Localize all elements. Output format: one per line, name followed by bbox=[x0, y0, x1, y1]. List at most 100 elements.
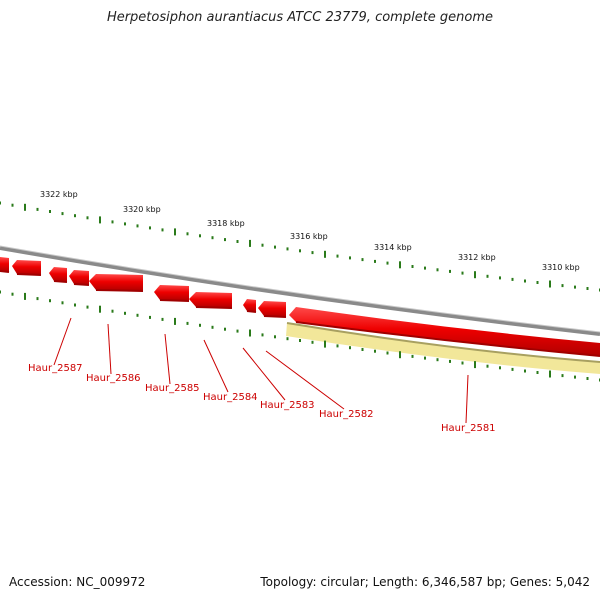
scale-tick bbox=[224, 238, 226, 242]
scale-tick bbox=[0, 201, 1, 205]
gene-arrow-long-shadow bbox=[295, 321, 600, 357]
lower-scale-tick bbox=[0, 290, 1, 294]
lower-scale-tick bbox=[174, 317, 176, 325]
scale-tick bbox=[574, 285, 576, 289]
lower-scale-tick bbox=[11, 292, 14, 296]
gene-label: Haur_2587 bbox=[28, 363, 83, 374]
gene-leader-line bbox=[465, 374, 469, 424]
gene-arrow-shadow-1 bbox=[0, 270, 10, 273]
lower-scale-tick bbox=[399, 351, 401, 359]
scale-tick bbox=[411, 265, 414, 268]
lower-scale-tick bbox=[149, 315, 151, 319]
accession-text: Accession: NC_009972 bbox=[9, 575, 146, 589]
scale-tick bbox=[36, 207, 39, 211]
lower-scale-tick bbox=[299, 339, 301, 342]
lower-scale-tick bbox=[211, 325, 214, 329]
scale-tick bbox=[74, 214, 76, 218]
gene-leader-line bbox=[203, 339, 229, 393]
gene-arrow-shadow-3 bbox=[53, 280, 68, 283]
lower-scale-tick bbox=[436, 358, 439, 362]
gene-leader-line bbox=[265, 350, 345, 410]
scale-tick bbox=[124, 222, 126, 226]
scale-tick bbox=[361, 258, 364, 262]
scale-tick bbox=[174, 228, 176, 236]
gene-arrow-shadow-7 bbox=[195, 306, 233, 309]
scale-tick bbox=[461, 271, 464, 275]
scale-tick bbox=[436, 268, 439, 272]
lower-scale-tick bbox=[549, 370, 551, 378]
scale-tick bbox=[499, 276, 501, 280]
lower-scale-tick bbox=[449, 359, 451, 363]
lower-scale-tick bbox=[524, 369, 526, 373]
lower-scale-tick bbox=[99, 305, 101, 313]
lower-scale-tick bbox=[199, 323, 201, 327]
lower-scale-tick bbox=[499, 366, 501, 370]
gene-arrow-5 bbox=[89, 274, 143, 291]
lower-scale-tick bbox=[324, 340, 326, 348]
scale-tick bbox=[374, 259, 376, 263]
gene-label: Haur_2584 bbox=[203, 392, 258, 403]
lower-scale-tick bbox=[61, 301, 64, 305]
scale-tick bbox=[549, 280, 551, 288]
lower-scale-tick bbox=[336, 344, 339, 348]
gene-arrow-shadow-4 bbox=[73, 283, 90, 286]
gene-leader-line bbox=[242, 347, 286, 401]
lower-scale-tick bbox=[386, 351, 389, 355]
gene-arrow-shadow-2 bbox=[16, 273, 42, 276]
lower-scale-tick bbox=[161, 317, 164, 321]
scale-tick bbox=[449, 269, 451, 273]
topology-text: Topology: circular; Length: 6,346,587 bp… bbox=[260, 575, 590, 589]
scale-tick bbox=[249, 239, 251, 247]
gene-arrow-8 bbox=[243, 299, 256, 312]
scale-tick bbox=[136, 224, 139, 228]
gene-arrow-shadow-8 bbox=[246, 310, 257, 313]
scale-tick bbox=[99, 216, 101, 224]
scale-tick bbox=[161, 228, 164, 232]
scale-label: 3312 kbp bbox=[458, 253, 496, 262]
lower-scale-tick bbox=[186, 321, 189, 325]
lower-scale-tick bbox=[24, 292, 26, 300]
scale-tick bbox=[424, 266, 426, 270]
scale-tick bbox=[524, 279, 526, 283]
lower-scale-tick bbox=[411, 354, 414, 358]
lower-scale-tick bbox=[561, 374, 564, 378]
scale-tick bbox=[199, 234, 201, 238]
gene-arrow-shadow-5 bbox=[95, 289, 144, 292]
lower-scale-tick bbox=[49, 299, 51, 303]
scale-tick bbox=[561, 284, 564, 288]
scale-tick bbox=[311, 251, 314, 255]
lower-scale-tick bbox=[261, 333, 264, 337]
scale-tick bbox=[286, 247, 289, 251]
lower-scale-tick bbox=[36, 297, 39, 301]
scale-label: 3318 kbp bbox=[207, 219, 245, 228]
lower-scale-tick bbox=[124, 311, 126, 315]
lower-scale-tick bbox=[136, 313, 139, 317]
gene-leader-line bbox=[164, 333, 171, 385]
scale-label: 3310 kbp bbox=[542, 263, 580, 272]
gene-arrow-2 bbox=[12, 260, 41, 275]
gene-arrow-7 bbox=[189, 292, 232, 308]
scale-label: 3320 kbp bbox=[123, 205, 161, 214]
lower-scale-tick bbox=[374, 349, 376, 353]
gene-leader-line bbox=[53, 317, 72, 366]
lower-scale-tick bbox=[111, 309, 114, 313]
scale-tick bbox=[586, 287, 589, 290]
gene-arrow-long bbox=[289, 307, 600, 356]
scale-tick bbox=[486, 274, 489, 278]
scale-tick bbox=[324, 250, 326, 258]
lower-scale-tick bbox=[274, 335, 276, 339]
scale-tick bbox=[474, 271, 476, 279]
lower-scale-tick bbox=[361, 348, 364, 351]
lower-scale-tick bbox=[461, 361, 464, 365]
gene-label: Haur_2586 bbox=[86, 373, 141, 384]
gene-label: Haur_2581 bbox=[441, 423, 496, 434]
scale-tick bbox=[111, 220, 114, 224]
scale-label: 3322 kbp bbox=[40, 190, 78, 199]
gene-arrow-6 bbox=[154, 285, 189, 301]
scale-tick bbox=[299, 249, 301, 253]
scale-tick bbox=[536, 281, 539, 284]
scale-label: 3314 kbp bbox=[374, 243, 412, 252]
highlight-band-edge bbox=[286, 322, 600, 363]
scale-tick bbox=[261, 243, 264, 247]
